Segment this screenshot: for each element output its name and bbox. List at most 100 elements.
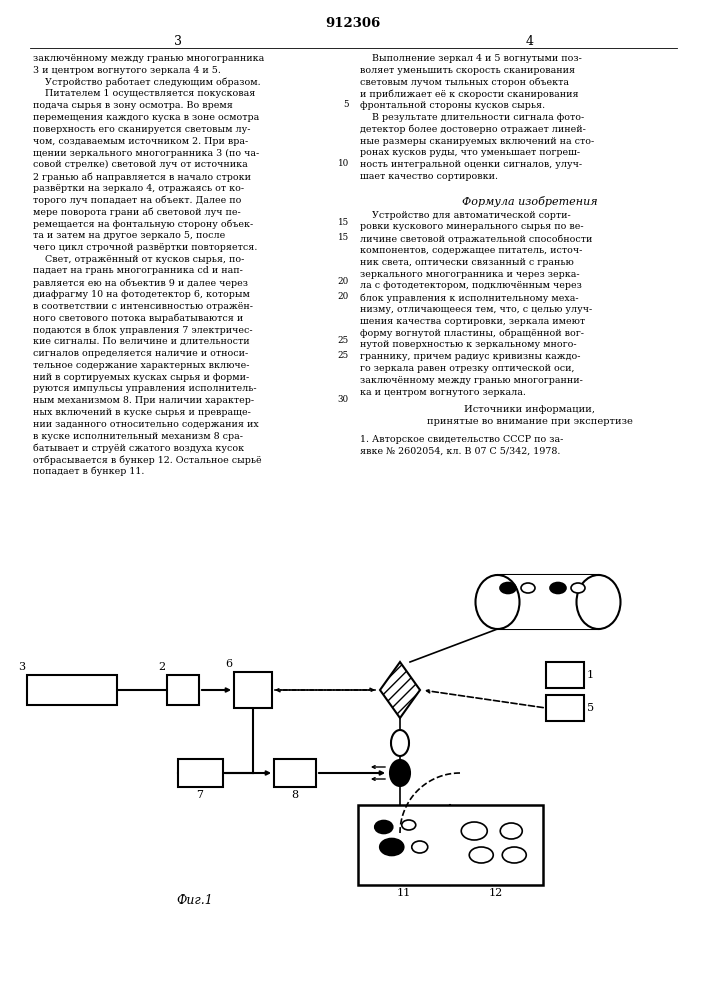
Text: поверхность его сканируется световым лу-: поверхность его сканируется световым лу- <box>33 125 250 134</box>
Text: явке № 2602054, кл. В 07 С 5/342, 1978.: явке № 2602054, кл. В 07 С 5/342, 1978. <box>360 447 561 456</box>
Ellipse shape <box>461 822 487 840</box>
Ellipse shape <box>576 575 621 629</box>
Text: заключённому между гранью многогранни-: заключённому между гранью многогранни- <box>360 376 583 385</box>
Text: 20: 20 <box>338 277 349 286</box>
Text: ний в сортируемых кусках сырья и форми-: ний в сортируемых кусках сырья и форми- <box>33 373 250 382</box>
Text: В результате длительности сигнала фото-: В результате длительности сигнала фото- <box>360 113 584 122</box>
Text: равляется ею на объектив 9 и далее через: равляется ею на объектив 9 и далее через <box>33 278 248 288</box>
Ellipse shape <box>469 847 493 863</box>
Ellipse shape <box>571 583 585 593</box>
Bar <box>498 575 599 629</box>
Text: сигналов определяется наличие и относи-: сигналов определяется наличие и относи- <box>33 349 248 358</box>
Text: Формула изобретения: Формула изобретения <box>462 196 598 207</box>
Text: низму, отличающееся тем, что, с целью улуч-: низму, отличающееся тем, что, с целью ул… <box>360 305 592 314</box>
Ellipse shape <box>550 582 566 593</box>
Bar <box>167 675 199 705</box>
Text: компонентов, содержащее питатель, источ-: компонентов, содержащее питатель, источ- <box>360 246 583 255</box>
Text: подаются в блок управления 7 электричес-: подаются в блок управления 7 электричес- <box>33 325 252 335</box>
Text: световым лучом тыльных сторон объекта: световым лучом тыльных сторон объекта <box>360 78 569 87</box>
Ellipse shape <box>501 823 522 839</box>
Text: развёртки на зеркало 4, отражаясь от ко-: развёртки на зеркало 4, отражаясь от ко- <box>33 184 244 193</box>
Text: Устройство для автоматической сорти-: Устройство для автоматической сорти- <box>360 211 571 220</box>
Text: форму вогнутой пластины, обращённой вог-: форму вогнутой пластины, обращённой вог- <box>360 329 584 338</box>
Text: заключённому между гранью многогранника: заключённому между гранью многогранника <box>33 54 264 63</box>
Text: ровки кускового минерального сырья по ве-: ровки кускового минерального сырья по ве… <box>360 222 583 231</box>
Text: ным механизмом 8. При наличии характер-: ным механизмом 8. При наличии характер- <box>33 396 254 405</box>
Text: 25: 25 <box>338 351 349 360</box>
Text: детектор более достоверно отражает линей-: детектор более достоверно отражает линей… <box>360 125 586 134</box>
Text: принятые во внимание при экспертизе: принятые во внимание при экспертизе <box>427 417 633 426</box>
Text: батывает и струёй сжатого воздуха кусок: батывает и струёй сжатого воздуха кусок <box>33 443 244 453</box>
Bar <box>358 805 542 885</box>
Bar <box>546 695 584 721</box>
Text: шения качества сортировки, зеркала имеют: шения качества сортировки, зеркала имеют <box>360 317 585 326</box>
Text: Свет, отражённый от кусков сырья, по-: Свет, отражённый от кусков сырья, по- <box>33 255 245 264</box>
Text: Устройство работает следующим образом.: Устройство работает следующим образом. <box>33 78 261 87</box>
Text: в соответствии с интенсивностью отражён-: в соответствии с интенсивностью отражён- <box>33 302 253 311</box>
Text: диафрагму 10 на фотодетектор 6, которым: диафрагму 10 на фотодетектор 6, которым <box>33 290 250 299</box>
Text: ность интегральной оценки сигналов, улуч-: ность интегральной оценки сигналов, улуч… <box>360 160 582 169</box>
Text: перемещения каждого куска в зоне осмотра: перемещения каждого куска в зоне осмотра <box>33 113 259 122</box>
Text: 2 гранью аб направляется в начало строки: 2 гранью аб направляется в начало строки <box>33 172 251 182</box>
Text: ла с фотодетектором, подключённым через: ла с фотодетектором, подключённым через <box>360 281 582 290</box>
Text: и приближает её к скорости сканирования: и приближает её к скорости сканирования <box>360 89 578 99</box>
Text: 15: 15 <box>338 218 349 227</box>
Text: мере поворота грани аб световой луч пе-: мере поворота грани аб световой луч пе- <box>33 207 241 217</box>
Text: кие сигналы. По величине и длительности: кие сигналы. По величине и длительности <box>33 337 250 346</box>
Text: чего цикл строчной развёртки повторяется.: чего цикл строчной развёртки повторяется… <box>33 243 257 252</box>
Text: 3: 3 <box>18 662 25 672</box>
Ellipse shape <box>391 730 409 756</box>
Text: блок управления к исполнительному меха-: блок управления к исполнительному меха- <box>360 293 578 303</box>
Text: ного светового потока вырабатываются и: ного светового потока вырабатываются и <box>33 314 243 323</box>
Text: ник света, оптически связанный с гранью: ник света, оптически связанный с гранью <box>360 258 574 267</box>
Text: в куске исполнительный механизм 8 сра-: в куске исполнительный механизм 8 сра- <box>33 432 243 441</box>
Ellipse shape <box>521 583 535 593</box>
Text: 3 и центром вогнутого зеркала 4 и 5.: 3 и центром вогнутого зеркала 4 и 5. <box>33 66 221 75</box>
Text: ные размеры сканируемых включений на сто-: ные размеры сканируемых включений на сто… <box>360 137 595 146</box>
Text: 5: 5 <box>344 100 349 109</box>
Text: граннику, причем радиус кривизны каждо-: граннику, причем радиус кривизны каждо- <box>360 352 580 361</box>
Bar <box>274 759 316 787</box>
Text: 6: 6 <box>225 659 232 669</box>
Text: нутой поверхностью к зеркальному много-: нутой поверхностью к зеркальному много- <box>360 340 577 349</box>
Text: 1: 1 <box>587 670 594 680</box>
Text: личине световой отражательной способности: личине световой отражательной способност… <box>360 234 592 244</box>
Ellipse shape <box>411 841 428 853</box>
Text: нии заданного относительно содержания их: нии заданного относительно содержания их <box>33 420 259 429</box>
Text: 8: 8 <box>291 790 298 800</box>
Text: Выполнение зеркал 4 и 5 вогнутыми поз-: Выполнение зеркал 4 и 5 вогнутыми поз- <box>360 54 582 63</box>
Text: фронтальной стороны кусков сырья.: фронтальной стороны кусков сырья. <box>360 101 545 110</box>
Text: 5: 5 <box>587 703 594 713</box>
Text: 20: 20 <box>338 292 349 301</box>
Text: зеркального многогранника и через зерка-: зеркального многогранника и через зерка- <box>360 270 580 279</box>
Text: 30: 30 <box>338 395 349 404</box>
Text: ных включений в куске сырья и превраще-: ных включений в куске сырья и превраще- <box>33 408 251 417</box>
Bar <box>177 759 223 787</box>
Text: 15: 15 <box>338 233 349 242</box>
Text: ронах кусков руды, что уменьшает погреш-: ронах кусков руды, что уменьшает погреш- <box>360 148 580 157</box>
Text: отбрасывается в бункер 12. Остальное сырьё: отбрасывается в бункер 12. Остальное сыр… <box>33 455 262 465</box>
Text: 4: 4 <box>526 35 534 48</box>
Text: тельное содержание характерных включе-: тельное содержание характерных включе- <box>33 361 250 370</box>
Text: торого луч попадает на объект. Далее по: торого луч попадает на объект. Далее по <box>33 196 241 205</box>
Text: 12: 12 <box>489 888 503 898</box>
Text: 1. Авторское свидетельство СССР по за-: 1. Авторское свидетельство СССР по за- <box>360 435 563 444</box>
Text: совой стрелке) световой луч от источника: совой стрелке) световой луч от источника <box>33 160 247 169</box>
Text: воляет уменьшить скорость сканирования: воляет уменьшить скорость сканирования <box>360 66 575 75</box>
Text: падает на грань многогранника сd и нап-: падает на грань многогранника сd и нап- <box>33 266 243 275</box>
Text: 912306: 912306 <box>325 17 380 30</box>
Bar <box>546 662 584 688</box>
Text: ремещается на фонтальную сторону объек-: ремещается на фонтальную сторону объек- <box>33 219 253 229</box>
Ellipse shape <box>380 838 404 856</box>
Text: Фиг.1: Фиг.1 <box>177 894 214 906</box>
Text: го зеркала равен отрезку оптической оси,: го зеркала равен отрезку оптической оси, <box>360 364 575 373</box>
Bar <box>27 675 117 705</box>
Text: 2: 2 <box>158 662 165 672</box>
Ellipse shape <box>502 847 526 863</box>
Text: попадает в бункер 11.: попадает в бункер 11. <box>33 467 144 477</box>
Text: та и затем на другое зеркало 5, после: та и затем на другое зеркало 5, после <box>33 231 226 240</box>
Ellipse shape <box>390 760 410 786</box>
Text: 11: 11 <box>397 888 411 898</box>
Text: руются импульсы управления исполнитель-: руются импульсы управления исполнитель- <box>33 384 257 393</box>
Text: Источники информации,: Источники информации, <box>464 405 595 414</box>
